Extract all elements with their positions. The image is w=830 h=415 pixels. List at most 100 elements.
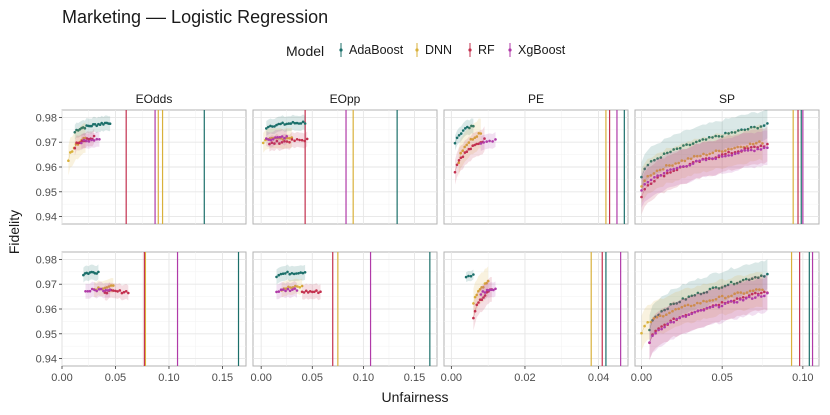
data-point-adaboost — [299, 271, 303, 274]
data-point-xgboost — [688, 163, 692, 167]
data-point-xgboost — [741, 298, 745, 302]
data-point-adaboost — [749, 125, 753, 129]
data-point-xgboost — [746, 149, 750, 152]
legend-key-point — [508, 48, 512, 52]
data-point-rf — [268, 142, 271, 146]
data-point-dnn — [730, 294, 733, 298]
data-point-adaboost — [98, 123, 102, 126]
data-point-xgboost — [763, 294, 766, 298]
data-point-adaboost — [97, 270, 100, 274]
data-point-xgboost — [666, 322, 669, 326]
data-point-xgboost — [723, 302, 727, 305]
data-point-xgboost — [95, 289, 98, 293]
data-point-rf — [275, 139, 279, 143]
data-point-adaboost — [693, 294, 697, 297]
data-point-adaboost — [73, 131, 77, 134]
data-point-xgboost — [766, 291, 769, 295]
data-point-adaboost — [747, 278, 751, 282]
data-point-xgboost — [756, 147, 759, 151]
data-point-dnn — [67, 159, 70, 162]
data-point-adaboost — [289, 122, 293, 125]
legend-entry-xgboost: XgBoost — [508, 43, 566, 57]
data-point-adaboost — [678, 146, 682, 150]
data-point-dnn — [107, 285, 111, 288]
data-point-dnn — [683, 159, 687, 163]
data-point-xgboost — [760, 295, 763, 298]
data-point-xgboost — [279, 288, 283, 292]
ribbon-xgboost — [641, 130, 768, 208]
data-point-rf — [724, 152, 727, 156]
data-point-xgboost — [283, 136, 286, 140]
data-point-xgboost — [494, 287, 497, 291]
data-point-xgboost — [726, 300, 730, 304]
ribbon-adaboost — [649, 259, 768, 345]
y-tick-label: 0.96 — [36, 304, 57, 316]
data-point-xgboost — [717, 305, 721, 309]
data-point-adaboost — [707, 136, 711, 139]
data-point-adaboost — [675, 302, 678, 305]
data-point-rf — [754, 291, 757, 295]
data-point-adaboost — [291, 120, 295, 124]
data-point-adaboost — [295, 272, 298, 275]
y-axis-title: Fidelity — [6, 210, 22, 254]
data-point-dnn — [705, 153, 708, 157]
data-point-adaboost — [696, 291, 700, 295]
data-point-xgboost — [104, 288, 107, 292]
data-point-rf — [114, 289, 117, 293]
data-point-xgboost — [487, 288, 491, 292]
data-point-xgboost — [690, 312, 694, 316]
x-tick-label: 0.15 — [404, 372, 425, 384]
data-point-xgboost — [485, 140, 489, 143]
data-point-xgboost — [95, 137, 99, 141]
data-point-adaboost — [660, 310, 663, 313]
data-point-dnn — [472, 302, 475, 305]
series-line-adaboost — [649, 273, 768, 331]
data-point-xgboost — [735, 301, 739, 304]
data-point-adaboost — [279, 272, 283, 276]
data-point-rf — [122, 290, 126, 294]
data-point-adaboost — [283, 123, 287, 126]
series-line-xgboost — [641, 147, 768, 191]
data-point-adaboost — [685, 143, 688, 146]
data-point-adaboost — [766, 122, 769, 125]
data-point-dnn — [671, 309, 674, 313]
data-point-rf — [304, 289, 308, 293]
data-point-xgboost — [265, 137, 268, 140]
data-point-adaboost — [672, 148, 675, 151]
data-point-adaboost — [730, 131, 734, 134]
data-point-rf — [471, 144, 475, 147]
data-point-xgboost — [711, 305, 715, 309]
data-point-adaboost — [766, 272, 769, 276]
data-point-xgboost — [483, 291, 487, 294]
data-point-xgboost — [660, 327, 663, 331]
data-point-dnn — [755, 141, 758, 145]
data-point-xgboost — [681, 315, 685, 318]
data-point-adaboost — [299, 122, 303, 125]
data-point-adaboost — [286, 270, 289, 274]
data-point-dnn — [477, 132, 481, 135]
data-point-dnn — [646, 174, 649, 178]
data-point-xgboost — [717, 154, 721, 157]
data-point-adaboost — [681, 297, 685, 300]
data-point-adaboost — [732, 282, 736, 286]
data-point-rf — [727, 150, 730, 154]
legend-label: DNN — [425, 43, 452, 57]
data-point-xgboost — [86, 290, 90, 293]
data-point-adaboost — [708, 287, 712, 291]
data-point-dnn — [680, 305, 684, 309]
data-point-dnn — [683, 304, 687, 308]
data-point-xgboost — [482, 141, 486, 144]
data-point-rf — [105, 291, 109, 295]
data-point-dnn — [479, 132, 483, 135]
data-point-adaboost — [687, 295, 691, 299]
legend-entry-rf: RF — [468, 43, 495, 57]
data-point-dnn — [727, 147, 730, 151]
panel-suing-group-eodds: 0.94 0.95 0.96 0.97 0.98 — [36, 109, 247, 225]
panel-test-set-pe: 0.00 0.02 0.04 — [441, 251, 629, 384]
data-point-adaboost — [669, 150, 672, 154]
data-point-adaboost — [656, 157, 659, 160]
data-point-xgboost — [687, 313, 691, 316]
data-point-dnn — [661, 315, 665, 318]
data-point-xgboost — [675, 166, 679, 170]
data-point-dnn — [755, 288, 758, 291]
